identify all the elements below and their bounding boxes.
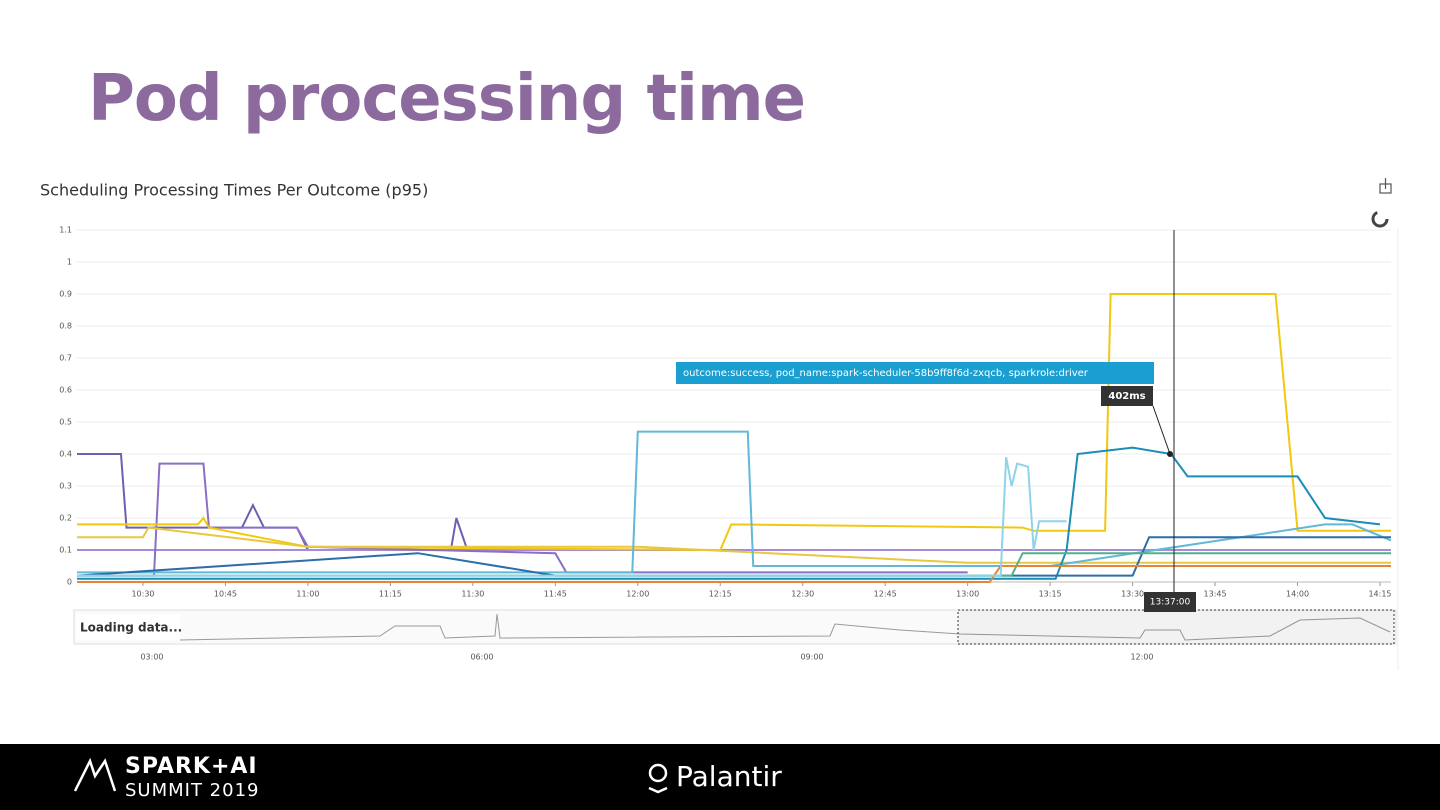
tooltip-dot bbox=[1167, 451, 1173, 457]
navigator-tick-label: 03:00 bbox=[140, 653, 163, 662]
tooltip-value: 402ms bbox=[1108, 391, 1145, 402]
navigator-tick-label: 06:00 bbox=[470, 653, 493, 662]
y-tick-label: 0.2 bbox=[59, 514, 72, 523]
chart-title: Scheduling Processing Times Per Outcome … bbox=[40, 181, 428, 200]
y-tick-label: 0.4 bbox=[59, 450, 72, 459]
x-tick-label: 13:00 bbox=[956, 590, 979, 599]
series-line bbox=[77, 430, 1392, 574]
event-year: SUMMIT 2019 bbox=[125, 780, 260, 801]
x-tick-label: 10:45 bbox=[214, 590, 237, 599]
tooltip-time-box bbox=[1144, 592, 1196, 612]
x-tick-label: 12:45 bbox=[874, 590, 897, 599]
series-line bbox=[77, 446, 1381, 580]
navigator-tick-label: 12:00 bbox=[1130, 653, 1153, 662]
x-tick-label: 10:30 bbox=[131, 590, 154, 599]
tooltip-pointer bbox=[1152, 405, 1171, 455]
navigator-selection[interactable] bbox=[957, 609, 1395, 645]
event-name: SPARK+AI bbox=[125, 754, 258, 779]
tooltip-tags: outcome:success, pod_name:spark-schedule… bbox=[683, 368, 1089, 379]
x-tick-label: 12:30 bbox=[791, 590, 814, 599]
spark-logo bbox=[73, 757, 117, 792]
x-tick-label: 11:45 bbox=[544, 590, 567, 599]
x-tick-label: 13:45 bbox=[1204, 590, 1227, 599]
x-tick-label: 12:00 bbox=[626, 590, 649, 599]
x-tick-label: 11:00 bbox=[296, 590, 319, 599]
x-tick-label: 13:30 bbox=[1121, 590, 1144, 599]
tooltip-tags-box bbox=[676, 362, 1154, 384]
series-line bbox=[77, 565, 1391, 583]
series-line bbox=[77, 462, 968, 577]
navigator-sparkline bbox=[179, 613, 1391, 641]
share-icon[interactable] bbox=[1379, 178, 1392, 194]
x-tick-label: 11:30 bbox=[461, 590, 484, 599]
navigator[interactable] bbox=[73, 609, 1397, 645]
slide-title: Pod processing time bbox=[88, 62, 806, 136]
y-tick-label: 1 bbox=[67, 258, 72, 267]
y-tick-label: 0.7 bbox=[59, 354, 72, 363]
x-tick-label: 11:15 bbox=[379, 590, 402, 599]
y-tick-label: 0.5 bbox=[59, 418, 72, 427]
loading-box bbox=[76, 614, 180, 640]
navigator-tick-label: 09:00 bbox=[800, 653, 823, 662]
x-tick-label: 14:15 bbox=[1368, 590, 1391, 599]
x-tick-label: 14:00 bbox=[1286, 590, 1309, 599]
series-line bbox=[77, 293, 1391, 552]
y-tick-label: 0.9 bbox=[59, 290, 72, 299]
x-tick-label: 13:15 bbox=[1039, 590, 1062, 599]
loading-text: Loading data... bbox=[80, 621, 182, 635]
y-tick-label: 0.1 bbox=[59, 546, 72, 555]
sponsor: Palantir bbox=[676, 760, 782, 793]
y-tick-label: 0 bbox=[67, 578, 72, 587]
x-tick-label: 12:15 bbox=[709, 590, 732, 599]
y-tick-label: 1.1 bbox=[59, 226, 72, 235]
loading-spinner bbox=[1371, 210, 1389, 228]
chart-panel: Scheduling Processing Times Per Outcome … bbox=[40, 178, 1399, 670]
footer: SPARK+AI SUMMIT 2019 Palantir bbox=[0, 744, 1440, 810]
tooltip-time: 13:37:00 bbox=[1150, 598, 1191, 608]
tooltip-value-box bbox=[1101, 386, 1153, 406]
series-line bbox=[77, 526, 1391, 564]
y-tick-label: 0.8 bbox=[59, 322, 72, 331]
y-tick-label: 0.6 bbox=[59, 386, 72, 395]
palantir-logo bbox=[648, 763, 668, 794]
y-tick-label: 0.3 bbox=[59, 482, 72, 491]
series-line bbox=[77, 457, 1067, 577]
